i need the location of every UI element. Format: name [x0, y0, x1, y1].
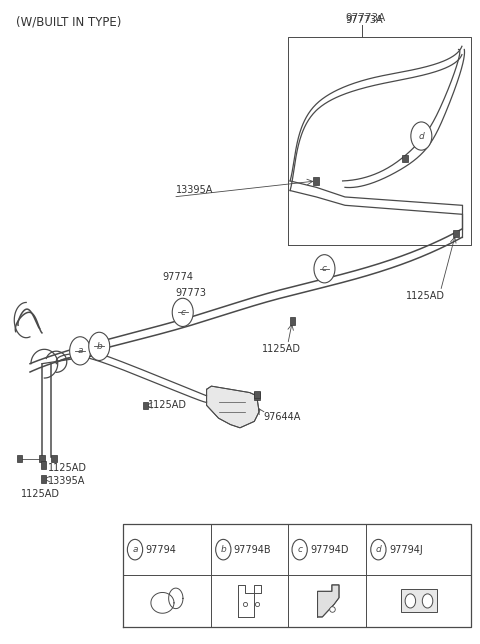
Bar	[51, 455, 57, 462]
Bar	[289, 317, 295, 325]
Bar	[39, 455, 45, 462]
Text: b: b	[96, 342, 102, 351]
Circle shape	[371, 540, 386, 560]
Circle shape	[314, 254, 335, 283]
Text: 97794J: 97794J	[389, 545, 423, 554]
Text: 97773A: 97773A	[345, 15, 383, 25]
Bar	[453, 230, 458, 238]
Circle shape	[411, 122, 432, 150]
Polygon shape	[206, 386, 259, 428]
Circle shape	[127, 540, 143, 560]
Bar	[320, 265, 329, 272]
Circle shape	[292, 540, 307, 560]
Circle shape	[70, 337, 91, 365]
Text: 97774: 97774	[163, 272, 194, 282]
Circle shape	[422, 594, 433, 608]
Text: 1125AD: 1125AD	[262, 344, 300, 354]
Text: c: c	[322, 264, 327, 273]
Bar	[254, 392, 260, 399]
Bar	[401, 589, 437, 612]
Text: c: c	[180, 308, 185, 317]
Bar	[40, 461, 46, 469]
Text: 97773: 97773	[176, 289, 206, 298]
Text: c: c	[297, 545, 302, 554]
Text: 1125AD: 1125AD	[406, 291, 445, 301]
Text: 1125AD: 1125AD	[48, 463, 87, 473]
Polygon shape	[318, 585, 339, 617]
Text: d: d	[419, 131, 424, 140]
Bar	[254, 391, 260, 398]
Text: 97794B: 97794B	[234, 545, 271, 554]
Circle shape	[172, 298, 193, 327]
Text: (W/BUILT IN TYPE): (W/BUILT IN TYPE)	[16, 15, 121, 28]
Text: 97794D: 97794D	[310, 545, 348, 554]
Circle shape	[216, 540, 231, 560]
Text: a: a	[77, 346, 83, 355]
Bar	[40, 475, 46, 483]
Text: 1125AD: 1125AD	[21, 489, 60, 499]
Text: 1125AD: 1125AD	[148, 401, 187, 410]
Text: 97794: 97794	[145, 545, 176, 554]
Bar	[17, 455, 23, 462]
Bar	[75, 347, 85, 355]
Text: 13395A: 13395A	[176, 185, 213, 195]
Text: b: b	[220, 545, 226, 554]
Bar	[180, 308, 186, 316]
Text: 97773A: 97773A	[345, 12, 385, 23]
Bar	[178, 308, 188, 316]
Text: a: a	[132, 545, 138, 554]
Text: d: d	[375, 545, 381, 554]
Bar	[313, 177, 319, 185]
Circle shape	[405, 594, 416, 608]
Bar	[95, 343, 104, 350]
Circle shape	[89, 332, 110, 361]
Bar	[402, 155, 408, 162]
Text: 13395A: 13395A	[48, 476, 85, 486]
Bar	[143, 401, 148, 409]
Text: 97644A: 97644A	[263, 412, 300, 422]
